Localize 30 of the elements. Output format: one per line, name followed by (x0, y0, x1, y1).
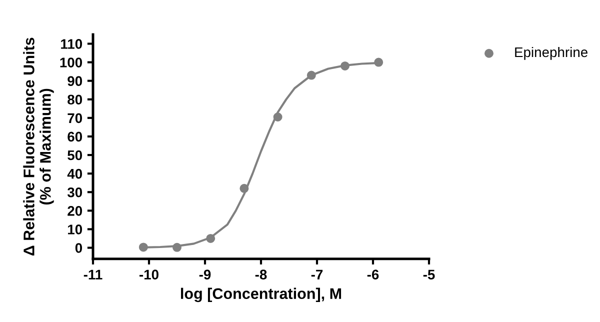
x-tick-label: -9 (199, 270, 211, 280)
y-tick-label: 0 (75, 243, 82, 253)
point (374, 58, 384, 67)
legend-label: Epinephrine (515, 46, 588, 60)
point (172, 242, 182, 252)
y-tick-label: 80 (68, 94, 82, 105)
point (306, 70, 316, 80)
y-tick-label: 30 (67, 187, 82, 198)
x-tick-label: -6 (367, 270, 379, 280)
y-tick-label: 60 (68, 132, 82, 142)
point (340, 61, 350, 70)
y-tick-label: 50 (68, 150, 82, 160)
y-tick-label: 100 (60, 58, 82, 68)
y-tick-label: 40 (67, 168, 82, 179)
x-tick-label: -10 (140, 270, 158, 280)
y-tick-label: 110 (61, 39, 82, 49)
y-tick-label: 20 (68, 206, 82, 216)
point (240, 184, 249, 193)
y-axis-title: Δ Relative Fluorescence Units (% of Maximum) (23, 38, 54, 256)
x-tick-label: -5 (423, 270, 435, 280)
y-tick-label: 10 (68, 224, 82, 234)
point (273, 112, 282, 122)
point (138, 242, 148, 252)
x-tick-label: -8 (255, 270, 267, 280)
y-tick-label: 70 (68, 113, 82, 124)
x-tick-label: -11 (84, 270, 102, 280)
x-axis-title: log [Concentration], M (181, 288, 342, 302)
y-tick-label: 90 (68, 76, 82, 86)
x-tick-label: -7 (311, 270, 323, 280)
point (206, 234, 216, 243)
